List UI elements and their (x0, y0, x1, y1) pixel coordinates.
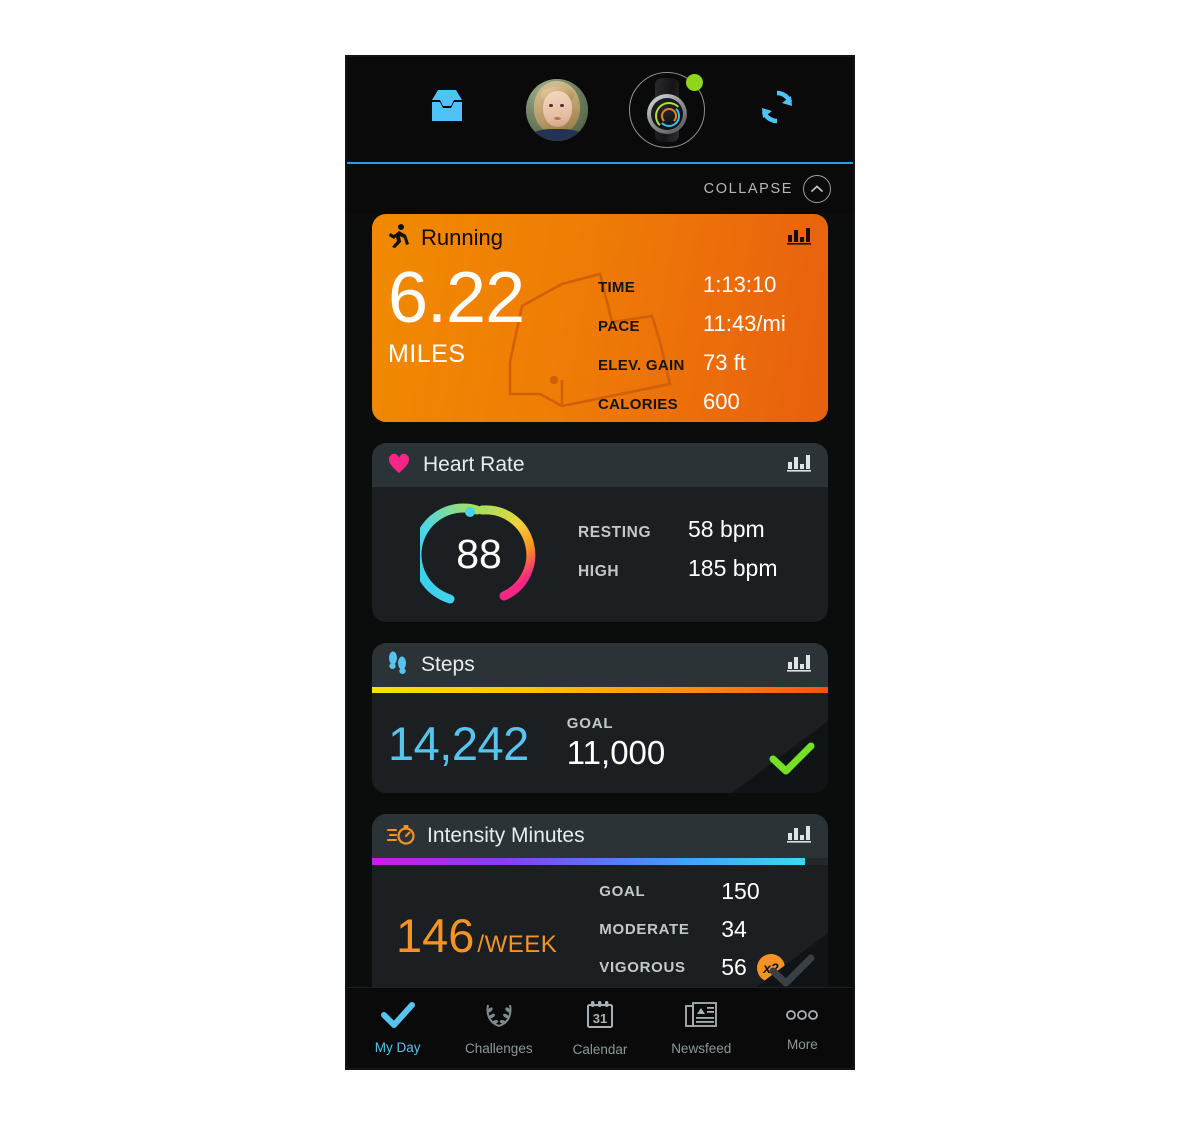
nav-label: Calendar (572, 1041, 628, 1057)
check-icon (769, 742, 815, 781)
stat-row: ELEV. GAIN 73 ft (598, 350, 812, 376)
calendar-icon: 31 (584, 1000, 616, 1035)
top-bar (347, 57, 853, 162)
stat-value: 600 (703, 389, 740, 414)
bar-chart-icon[interactable] (786, 824, 812, 849)
stat-value: 150 (721, 877, 760, 904)
stat-value: 1:13:10 (703, 272, 777, 297)
stat-label: CALORIES (598, 396, 678, 413)
stat-row: HIGH 185 bpm (578, 555, 778, 582)
intensity-header: Intensity Minutes (372, 814, 828, 858)
bar-chart-icon[interactable] (786, 226, 812, 251)
card-running[interactable]: Running (372, 214, 828, 422)
newspaper-icon (684, 1001, 718, 1034)
running-person-icon (386, 223, 410, 254)
stat-label: RESTING (578, 523, 652, 541)
stat-row: RESTING 58 bpm (578, 516, 778, 543)
running-distance-unit: MILES (388, 340, 466, 369)
steps-progress-bar (372, 687, 828, 693)
nav-item-newsfeed[interactable]: Newsfeed (651, 988, 752, 1068)
stat-label: TIME (598, 279, 636, 296)
steps-goal-met-corner (732, 721, 828, 793)
heart-rate-stats: RESTING 58 bpm HIGH 185 bpm (578, 516, 778, 594)
ellipsis-icon (784, 1005, 820, 1030)
nav-label: Challenges (465, 1040, 533, 1056)
stat-label: ELEV. GAIN (598, 357, 685, 374)
bar-chart-icon[interactable] (786, 453, 812, 478)
sync-button[interactable] (722, 57, 832, 162)
nav-label: My Day (374, 1039, 421, 1055)
card-heart-rate[interactable]: Heart Rate (372, 443, 828, 622)
card-intensity-minutes[interactable]: Intensity Minutes 146 (372, 814, 828, 1005)
route-map (508, 272, 672, 408)
chevron-up-icon[interactable] (803, 175, 831, 203)
intensity-progress-track (372, 858, 828, 865)
steps-title: Steps (421, 653, 475, 676)
svg-text:31: 31 (593, 1011, 607, 1026)
laurel-wreath-icon (482, 1001, 516, 1034)
steps-goal: GOAL 11,000 (567, 715, 665, 772)
nav-label: Newsfeed (671, 1040, 732, 1056)
heart-rate-value: 88 (456, 531, 502, 577)
running-title: Running (421, 225, 503, 250)
sync-refresh-icon (756, 86, 798, 133)
stat-label: MODERATE (599, 920, 690, 938)
nav-item-more[interactable]: More (752, 988, 853, 1068)
stat-row: PACE 11:43/mi (598, 311, 812, 337)
stat-row: CALORIES 600 (598, 389, 812, 415)
heart-rate-gauge: 88 (412, 496, 538, 614)
inbox-button[interactable] (392, 57, 502, 162)
nav-item-challenges[interactable]: Challenges (448, 988, 549, 1068)
collapse-label: COLLAPSE (703, 181, 793, 197)
intensity-title: Intensity Minutes (427, 824, 585, 847)
intensity-period: /WEEK (477, 930, 558, 958)
bottom-navigation: My Day Challenges (347, 987, 853, 1068)
steps-goal-label: GOAL (566, 714, 614, 732)
device-status-dot (686, 73, 703, 91)
steps-goal-value: 11,000 (566, 733, 666, 771)
stat-label: HIGH (578, 562, 620, 580)
running-stats: TIME 1:13:10 PACE 11:43/mi ELEV. GAIN 73… (598, 262, 812, 414)
smartwatch-device-icon (643, 77, 691, 142)
nav-label: More (787, 1036, 818, 1052)
intensity-progress-bar (372, 858, 806, 865)
stat-row: TIME 1:13:10 (598, 272, 812, 298)
intensity-total: 146 (396, 908, 475, 962)
top-divider (347, 162, 853, 164)
user-avatar[interactable] (502, 57, 612, 162)
running-distance: 6.22 (388, 258, 525, 338)
stat-label: VIGOROUS (599, 959, 686, 976)
footprints-icon (386, 650, 410, 681)
stat-row: GOAL 150 (599, 878, 785, 905)
card-steps[interactable]: Steps 14,242 GOAL 11,000 (372, 643, 828, 793)
cards-list: Running (347, 214, 853, 1056)
nav-item-my-day[interactable]: My Day (347, 988, 448, 1068)
steps-count: 14,242 (388, 716, 529, 770)
steps-header: Steps (372, 643, 828, 687)
heart-rate-title: Heart Rate (423, 453, 525, 476)
device-ring (629, 71, 705, 148)
inbox-tray-icon (426, 87, 468, 132)
phone-screen: COLLAPSE Running (345, 55, 855, 1070)
check-icon (769, 954, 815, 993)
avatar-image (526, 78, 588, 141)
stat-value: 58 bpm (688, 515, 765, 542)
collapse-button[interactable]: COLLAPSE (347, 164, 853, 214)
heart-rate-header: Heart Rate (372, 443, 828, 487)
stat-value: 185 bpm (688, 554, 778, 581)
stopwatch-icon (386, 822, 416, 851)
check-icon (380, 1001, 415, 1033)
stat-label: GOAL (599, 882, 646, 900)
heart-icon (386, 451, 412, 480)
device-button[interactable] (612, 57, 722, 162)
bar-chart-icon[interactable] (786, 653, 812, 678)
running-header: Running (372, 214, 828, 262)
stat-value: 11:43/mi (703, 311, 786, 336)
stat-label: PACE (598, 318, 640, 335)
stat-value: 73 ft (703, 350, 746, 375)
nav-item-calendar[interactable]: 31 Calendar (549, 988, 650, 1068)
